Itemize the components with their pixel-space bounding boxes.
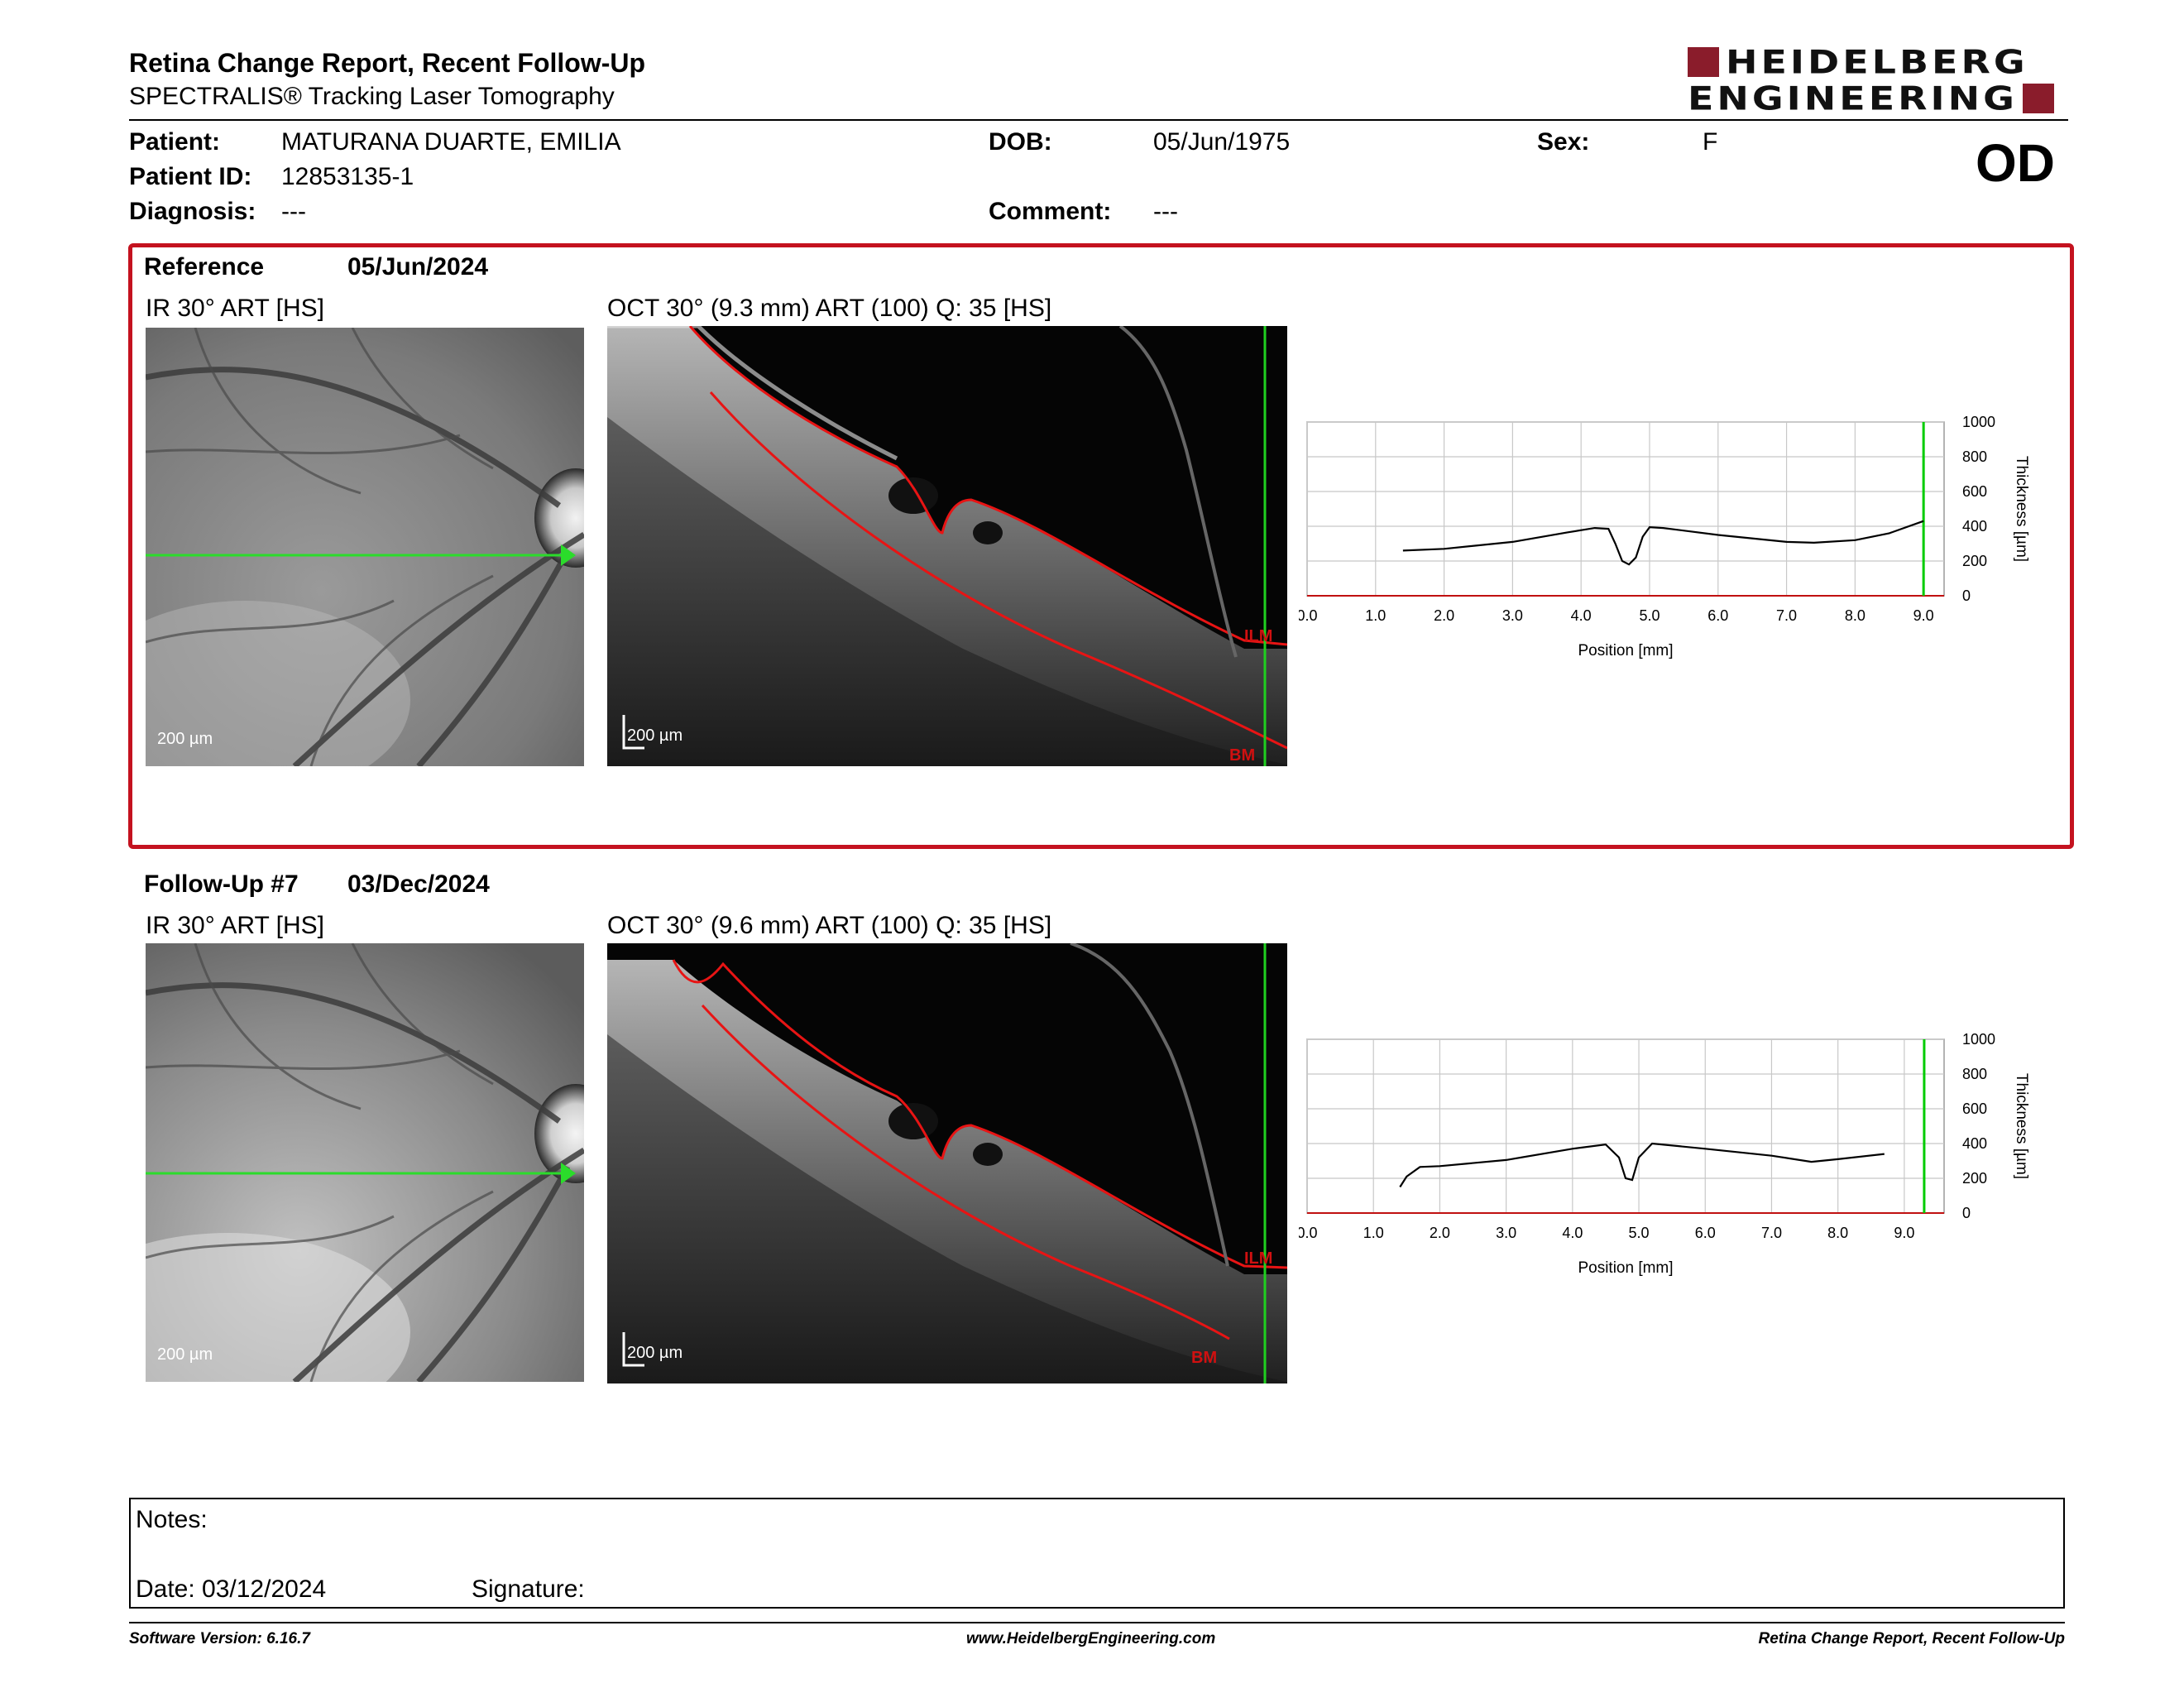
reference-oct-scale-bar: 200 µm: [627, 727, 683, 745]
footer-divider: [129, 1622, 2065, 1623]
diagnosis-label: Diagnosis:: [129, 198, 256, 225]
chart-1-ytick: 200: [1962, 1170, 1987, 1187]
header-divider: [129, 119, 2068, 121]
followup-ir-fundus-image[interactable]: 200 µm: [146, 943, 584, 1382]
patient-label: Patient:: [129, 128, 221, 156]
chart-0-ytick: 200: [1962, 553, 1987, 569]
followup-bm-label: BM: [1191, 1349, 1218, 1367]
reference-label: Reference: [144, 253, 265, 281]
signature-label: Signature:: [472, 1575, 585, 1603]
chart-1-xtick: 3.0: [1496, 1225, 1516, 1241]
chart-0-xtick: 0.0: [1299, 607, 1318, 624]
reference-oct-image[interactable]: 200 µm ILM BM: [607, 326, 1287, 766]
reference-ir-caption: IR 30° ART [HS]: [146, 295, 324, 322]
chart-0-ytick: 400: [1962, 518, 1987, 535]
notes-date: Date: 03/12/2024: [136, 1575, 327, 1603]
logo-square-top: [1688, 47, 1719, 77]
followup-ir-caption: IR 30° ART [HS]: [146, 912, 324, 939]
chart-1-xtick: 5.0: [1629, 1225, 1650, 1241]
chart-1-xtick: 8.0: [1827, 1225, 1848, 1241]
chart-1-ytick: 400: [1962, 1135, 1987, 1152]
chart-1-xlabel: Position [mm]: [1578, 1259, 1673, 1277]
chart-1-xtick: 7.0: [1761, 1225, 1782, 1241]
reference-ilm-label: ILM: [1244, 627, 1273, 645]
footer-report-name: Retina Change Report, Recent Follow-Up: [1758, 1630, 2065, 1647]
chart-0-ytick: 800: [1962, 448, 1987, 465]
chart-1-xtick: 4.0: [1562, 1225, 1583, 1241]
comment-label: Comment:: [989, 198, 1112, 225]
chart-1-xtick: 1.0: [1363, 1225, 1384, 1241]
chart-0-xlabel: Position [mm]: [1578, 642, 1673, 659]
chart-0-xtick: 8.0: [1845, 607, 1866, 624]
comment-value: ---: [1153, 198, 1178, 225]
chart-0-xtick: 2.0: [1434, 607, 1454, 624]
chart-0-xtick: 6.0: [1707, 607, 1728, 624]
logo-square-bottom: [2022, 84, 2054, 113]
chart-1-ytick: 800: [1962, 1066, 1987, 1082]
chart-0-frame: [1306, 421, 1945, 597]
logo-line1: HEIDELBERG: [1726, 43, 2028, 81]
chart-0-xtick: 3.0: [1502, 607, 1523, 624]
chart-1-ytick: 0: [1962, 1205, 1971, 1221]
chart-0-ytick: 0: [1962, 587, 1971, 604]
chart-0-xtick: 7.0: [1776, 607, 1797, 624]
chart-1-xtick: 6.0: [1695, 1225, 1716, 1241]
reference-oct-caption: OCT 30° (9.3 mm) ART (100) Q: 35 [HS]: [607, 295, 1052, 322]
chart-1-xtick: 2.0: [1430, 1225, 1450, 1241]
eye-indicator: OD: [1976, 133, 2055, 193]
report-title: Retina Change Report, Recent Follow-Up: [129, 48, 646, 78]
chart-0-ylabel: Thickness [µm]: [2013, 456, 2030, 562]
reference-bm-label: BM: [1229, 746, 1256, 765]
followup-date: 03/Dec/2024: [347, 870, 490, 898]
followup-oct-image[interactable]: 200 µm ILM BM: [607, 943, 1287, 1383]
patient-id-label: Patient ID:: [129, 163, 252, 190]
followup-oct-caption: OCT 30° (9.6 mm) ART (100) Q: 35 [HS]: [607, 912, 1052, 939]
logo-line2: ENGINEERING: [1688, 79, 2018, 117]
notes-box[interactable]: [129, 1498, 2065, 1609]
patient-name: MATURANA DUARTE, EMILIA: [281, 128, 621, 156]
followup-thickness-chart: 0.0 1.0 2.0 3.0 4.0 5.0 6.0 7.0 8.0 9.0 0 200 400 600…: [1299, 1031, 2030, 1277]
heidelberg-logo: HEIDELBERG ENGINEERING: [1688, 46, 2068, 116]
followup-oct-scale-bar: 200 µm: [627, 1344, 683, 1362]
chart-1-xtick: 0.0: [1299, 1225, 1318, 1241]
reference-date: 05/Jun/2024: [347, 253, 489, 281]
reference-frame: [128, 243, 2074, 849]
notes-label: Notes:: [136, 1506, 208, 1533]
software-version: Software Version: 6.16.7: [129, 1630, 310, 1647]
website-link[interactable]: www.HeidelbergEngineering.com: [966, 1630, 1216, 1647]
chart-0-plot: 0.0 1.0 2.0 3.0 4.0 5.0 6.0 7.0 8.0 9.0 0 200 400 600…: [1299, 414, 2030, 659]
reference-ir-scale-bar: 200 µm: [157, 730, 213, 748]
reference-thickness-chart: 0.0 1.0 2.0 3.0 4.0 5.0 6.0 7.0 8.0 9.0 0 200 400 600…: [1299, 414, 2030, 659]
patient-id: 12853135-1: [281, 163, 414, 190]
chart-1-ytick: 1000: [1962, 1031, 1995, 1048]
followup-ir-scale-bar: 200 µm: [157, 1345, 213, 1364]
chart-1-ylabel: Thickness [µm]: [2013, 1073, 2030, 1179]
chart-1-thickness-line: [1399, 1142, 1885, 1188]
chart-0-thickness-line: [1402, 520, 1924, 566]
sex-value: F: [1703, 128, 1718, 156]
chart-0-ytick: 600: [1962, 483, 1987, 500]
chart-0-xtick: 4.0: [1571, 607, 1592, 624]
chart-1-frame: [1306, 1038, 1945, 1214]
dob-value: 05/Jun/1975: [1153, 128, 1291, 156]
chart-1-ytick: 600: [1962, 1101, 1987, 1117]
followup-label: Follow-Up #7: [144, 870, 299, 898]
diagnosis-value: ---: [281, 198, 306, 225]
reference-ir-fundus-image[interactable]: 200 µm: [146, 328, 584, 766]
chart-1-plot: 0.0 1.0 2.0 3.0 4.0 5.0 6.0 7.0 8.0 9.0 0 200 400 600…: [1299, 1031, 2030, 1277]
chart-1-xtick: 9.0: [1894, 1225, 1914, 1241]
chart-0-xtick: 5.0: [1639, 607, 1660, 624]
sex-label: Sex:: [1537, 128, 1590, 156]
chart-0-xtick: 9.0: [1913, 607, 1934, 624]
chart-0-xtick: 1.0: [1365, 607, 1386, 624]
report-subtitle: SPECTRALIS® Tracking Laser Tomography: [129, 83, 615, 110]
chart-0-ytick: 1000: [1962, 414, 1995, 430]
followup-ilm-label: ILM: [1244, 1249, 1273, 1268]
dob-label: DOB:: [989, 128, 1052, 156]
